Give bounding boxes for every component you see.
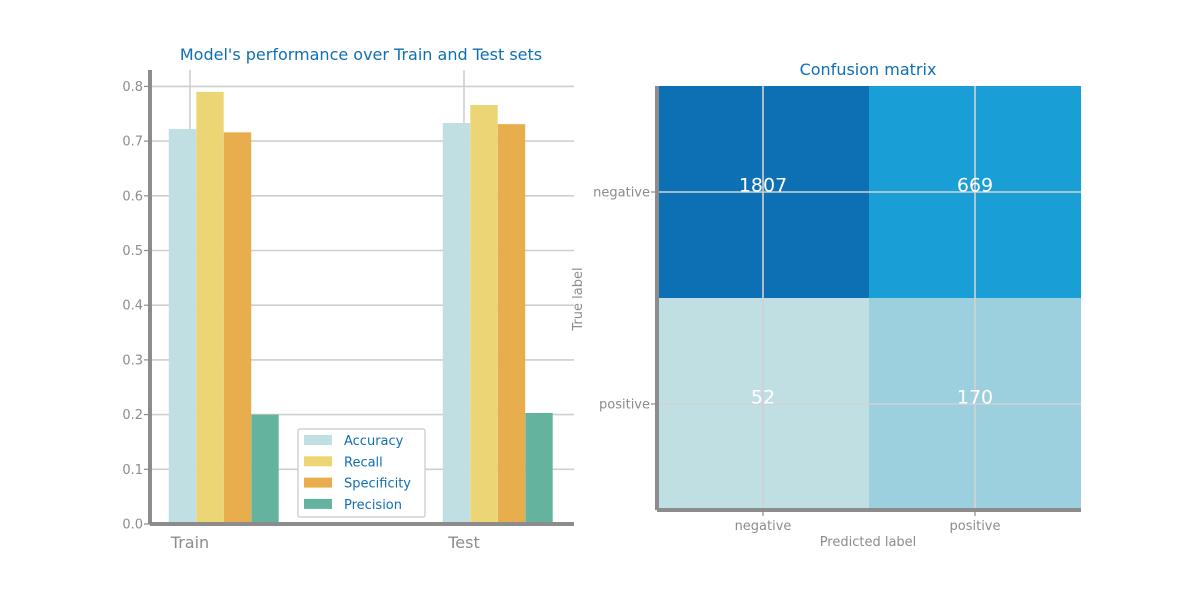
bar-chart-y-tick-label: 0.1 <box>122 463 143 478</box>
confusion-matrix-title: Confusion matrix <box>800 60 937 79</box>
bar-chart-x-tick-label: Test <box>447 533 480 552</box>
bar-recall-test <box>470 105 498 524</box>
bar-accuracy-test <box>442 123 471 524</box>
confusion-matrix-x-tick-label: negative <box>735 519 792 534</box>
confusion-cell-value: 1807 <box>739 175 787 197</box>
bar-precision-train <box>251 414 279 524</box>
confusion-matrix-y-axis-label: True label <box>571 267 586 331</box>
confusion-cell-value: 669 <box>957 175 993 197</box>
bar-chart-y-tick-label: 0.6 <box>122 189 143 204</box>
confusion-matrix-grid <box>657 86 1081 510</box>
confusion-matrix-ticks: negative negative positive positive <box>593 186 1000 535</box>
confusion-cell-value: 170 <box>957 387 993 409</box>
bar-chart-bars <box>168 91 553 525</box>
bar-chart-x-tick-label: Train <box>170 533 209 552</box>
bar-accuracy-train <box>168 129 197 524</box>
bar-chart-y-tick-label: 0.0 <box>122 518 143 533</box>
bar-chart-y-tick-label: 0.3 <box>122 353 143 368</box>
bar-chart-y-tick-label: 0.7 <box>122 135 143 150</box>
legend-label-precision: Precision <box>344 498 402 513</box>
bar-chart-y-tick-label: 0.8 <box>122 80 143 95</box>
legend-swatch-precision <box>304 498 332 509</box>
confusion-matrix-cell-labels: 1807 669 52 170 <box>739 175 993 409</box>
bar-chart-y-tick-label: 0.4 <box>122 299 143 314</box>
legend-label-specificity: Specificity <box>344 477 411 492</box>
bar-specificity-train <box>223 132 252 524</box>
confusion-cell-value: 52 <box>751 387 775 409</box>
confusion-matrix-cells <box>657 86 1081 510</box>
bar-chart-axes <box>148 70 574 526</box>
bar-recall-train <box>196 91 224 524</box>
confusion-matrix-axes <box>655 86 1081 512</box>
bar-specificity-test <box>497 124 526 525</box>
bar-chart-legend: Accuracy Recall Specificity Precision <box>297 428 426 518</box>
legend-frame <box>297 428 426 518</box>
confusion-matrix-y-tick-label: negative <box>593 186 650 201</box>
legend-swatch-recall <box>304 456 332 467</box>
bar-precision-test <box>525 412 553 524</box>
bar-chart-title: Model's performance over Train and Test … <box>180 45 542 64</box>
confusion-matrix-x-axis-label: Predicted label <box>820 535 917 550</box>
confusion-matrix-x-tick-label: positive <box>950 519 1001 534</box>
legend-swatch-specificity <box>304 477 332 488</box>
legend-label-recall: Recall <box>344 455 383 470</box>
legend-swatch-accuracy <box>304 435 332 445</box>
performance-bar-chart: Model's performance over Train and Test … <box>122 45 574 552</box>
bar-chart-x-ticks: Train Test <box>170 533 480 552</box>
confusion-matrix-y-tick-label: positive <box>599 398 650 413</box>
legend-label-accuracy: Accuracy <box>344 434 404 449</box>
bar-chart-y-tick-label: 0.5 <box>122 244 143 259</box>
bar-chart-y-tick-label: 0.2 <box>122 408 143 423</box>
bar-chart-y-ticks: 0.0 0.1 0.2 0.3 0.4 0.5 0.6 0.7 0.8 <box>122 80 150 533</box>
